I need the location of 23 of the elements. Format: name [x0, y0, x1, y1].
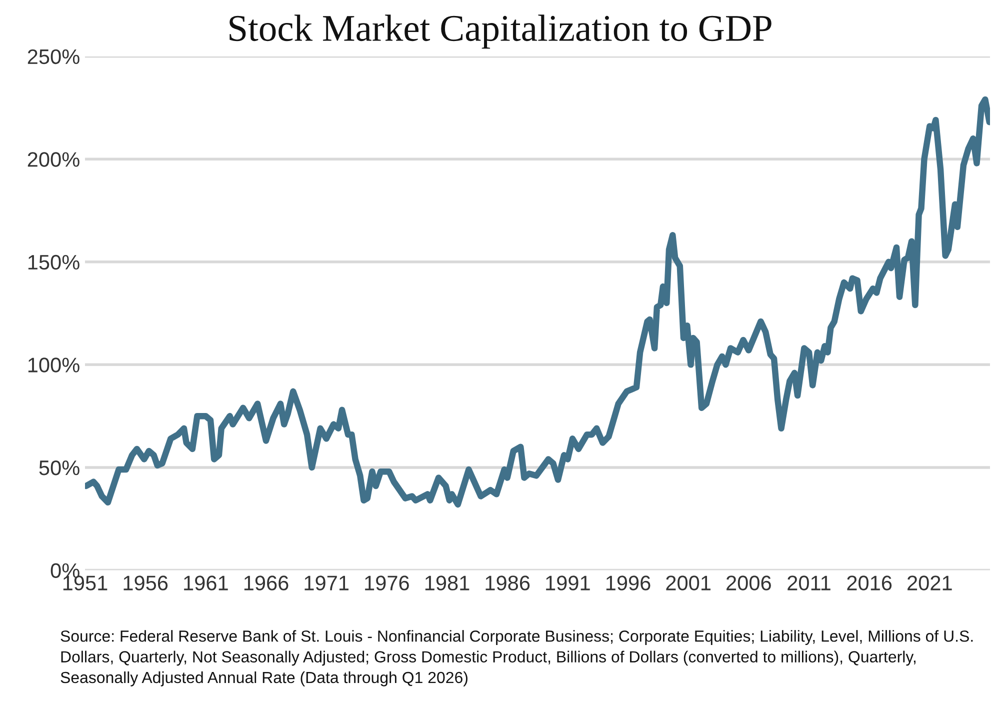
x-tick-label: 2011: [788, 576, 830, 590]
x-tick-label: 1976: [365, 576, 409, 590]
x-tick-label: 1951: [63, 576, 108, 590]
x-tick-label: 1986: [486, 576, 530, 590]
y-tick-label: 250%: [28, 49, 80, 64]
x-tick-label: 2016: [847, 576, 892, 590]
x-tick-label: 2006: [726, 576, 771, 590]
x-tick-label: 1956: [124, 576, 168, 590]
x-tick-label: 1981: [425, 576, 470, 590]
y-tick-label: 0%: [50, 563, 80, 578]
y-tick-label: 200%: [28, 152, 80, 167]
x-tick-label: 1991: [546, 576, 590, 590]
x-tick-label: 2001: [666, 576, 710, 590]
x-tick-label: 1971: [304, 576, 348, 590]
source-note: Source: Federal Reserve Bank of St. Louis - Nonfinancial Corporate Business; Corporate Equities; Liability, Level, Millions of U.S. Dollars, Quarterly, Not Seasonally Adjusted; Gross Domestic Product, Billions of Dollars (converted to millions), Quarterly, Seasonally Adjusted Annual Rate (Data through Q1 2026): [60, 630, 973, 686]
y-tick-label: 50%: [39, 460, 80, 476]
x-tick-label: 1996: [606, 576, 650, 590]
x-tick-label: 1961: [184, 576, 228, 590]
x-tick-label: 1966: [244, 576, 288, 590]
x-tick-label: 2021: [908, 576, 952, 590]
y-tick-label: 150%: [28, 254, 80, 270]
y-tick-label: 100%: [28, 358, 80, 372]
chart-title: Stock Market Capitalization to GDP: [230, 14, 772, 49]
